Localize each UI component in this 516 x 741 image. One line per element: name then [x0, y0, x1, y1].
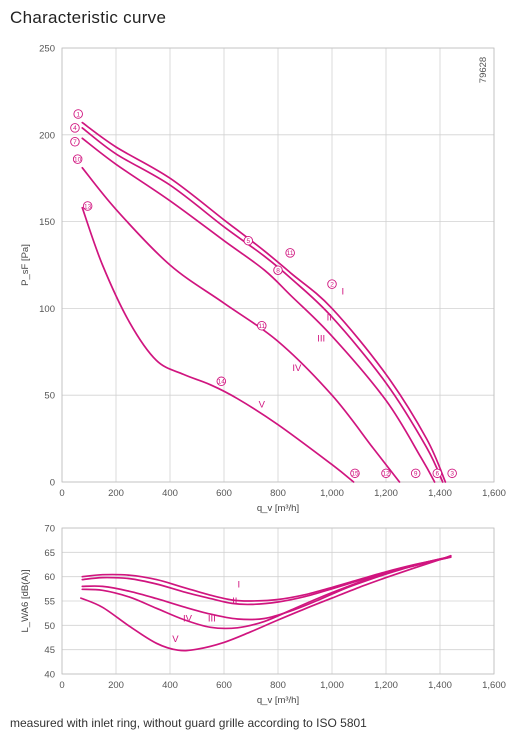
- series-label: III: [208, 613, 216, 624]
- curve-marker-label: 5: [246, 238, 250, 245]
- x-tick-label: 200: [108, 488, 124, 499]
- series-label: V: [259, 399, 266, 410]
- x-axis-label: q_v [m³/h]: [257, 695, 299, 706]
- y-tick-label: 0: [50, 478, 55, 489]
- curve-marker: [327, 279, 337, 289]
- curve-marker-label: 4: [73, 125, 77, 132]
- curve-marker: [273, 265, 283, 275]
- series-label: III: [317, 333, 325, 344]
- x-tick-label: 1,200: [374, 488, 398, 499]
- series-label: I: [238, 579, 241, 590]
- x-tick-label: 1,400: [428, 680, 452, 691]
- x-tick-label: 200: [108, 680, 124, 691]
- y-tick-label: 50: [44, 621, 55, 632]
- curve-marker: [381, 468, 391, 479]
- y-tick-label: 70: [44, 524, 55, 535]
- curve-marker: [447, 468, 457, 479]
- curve-marker-label: 13: [84, 203, 92, 210]
- curve-marker: [432, 468, 443, 479]
- y-tick-label: 60: [44, 572, 55, 583]
- curve-marker: [243, 235, 254, 246]
- curve-marker: [73, 109, 83, 119]
- curve-marker-label: 11: [287, 250, 294, 257]
- curve-marker: [70, 123, 80, 133]
- x-tick-label: 400: [162, 488, 178, 499]
- curve-5: [81, 206, 355, 483]
- series-label: IV: [292, 363, 302, 374]
- y-tick-label: 250: [39, 44, 55, 55]
- curve-2: [81, 127, 444, 483]
- series-label: II: [232, 596, 237, 607]
- y-tick-label: 40: [44, 670, 55, 681]
- curve-marker-label: 9: [414, 471, 418, 478]
- curve-marker-label: 15: [351, 471, 359, 478]
- curve-marker: [285, 248, 295, 258]
- curve-marker-label: 7: [73, 139, 77, 146]
- curve-marker-label: 6: [435, 471, 439, 478]
- curve-2: [81, 556, 452, 606]
- curve-marker: [410, 468, 421, 479]
- x-tick-label: 400: [162, 680, 178, 691]
- y-axis-label: L_WA6 [dB(A)]: [20, 569, 31, 632]
- y-tick-label: 100: [39, 304, 55, 315]
- curve-marker: [257, 321, 267, 331]
- curve-3: [81, 556, 449, 621]
- curve-marker-label: 3: [450, 471, 454, 478]
- curve-marker: [350, 468, 360, 479]
- x-tick-label: 1,200: [374, 680, 398, 691]
- curve-marker: [216, 376, 227, 387]
- y-axis-label: P_sF [Pa]: [20, 244, 31, 286]
- curve-1: [81, 121, 447, 483]
- x-tick-label: 600: [216, 680, 232, 691]
- x-tick-label: 1,400: [428, 488, 452, 499]
- y-tick-label: 55: [44, 597, 55, 608]
- curve-marker-label: 14: [218, 379, 226, 386]
- x-tick-label: 1,600: [482, 488, 506, 499]
- curve-marker: [70, 136, 80, 147]
- curve-4: [81, 166, 401, 483]
- curve-marker: [72, 154, 83, 164]
- y-tick-label: 45: [44, 645, 55, 656]
- y-tick-label: 50: [44, 391, 55, 402]
- plot-frame: [61, 527, 495, 675]
- pressure-chart: 0 200 400 600 800 1,000 1,200 1,400 1,600 0 50 100 1…: [20, 44, 506, 515]
- curve-5: [80, 554, 452, 652]
- footnote: measured with inlet ring, without guard …: [10, 716, 367, 730]
- curve-marker: [82, 201, 93, 211]
- series-label: IV: [183, 613, 193, 624]
- x-tick-label: 600: [216, 488, 232, 499]
- curve-marker-label: 12: [382, 471, 390, 478]
- y-tick-label: 200: [39, 130, 55, 141]
- x-tick-label: 0: [59, 488, 64, 499]
- curve-marker-label: 11: [258, 323, 265, 330]
- curve-marker-label: 8: [276, 268, 280, 275]
- curve-marker-label: 10: [74, 156, 82, 163]
- sound-power-chart: 0 200 400 600 800 1,000 1,200 1,400 1,600 40 45 50 5…: [20, 524, 506, 707]
- series-label: V: [172, 634, 179, 645]
- curve-3: [81, 137, 436, 483]
- x-axis-label: q_v [m³/h]: [257, 503, 299, 514]
- series-label: II: [327, 313, 332, 324]
- x-tick-label: 1,600: [482, 680, 506, 691]
- x-tick-label: 1,000: [320, 680, 344, 691]
- x-tick-label: 0: [59, 680, 64, 691]
- curve-marker-label: 1: [76, 111, 80, 118]
- curve-1: [81, 555, 452, 602]
- plot-frame: [61, 47, 495, 483]
- x-tick-label: 1,000: [320, 488, 344, 499]
- y-tick-label: 150: [39, 217, 55, 228]
- y-tick-label: 65: [44, 548, 55, 559]
- chart-code: 79628: [478, 57, 489, 83]
- series-label: I: [341, 287, 344, 298]
- curve-4: [81, 556, 449, 630]
- x-tick-label: 800: [270, 680, 286, 691]
- page-title: Characteristic curve: [10, 8, 167, 27]
- x-tick-label: 800: [270, 488, 286, 499]
- curve-marker-label: 2: [330, 281, 334, 288]
